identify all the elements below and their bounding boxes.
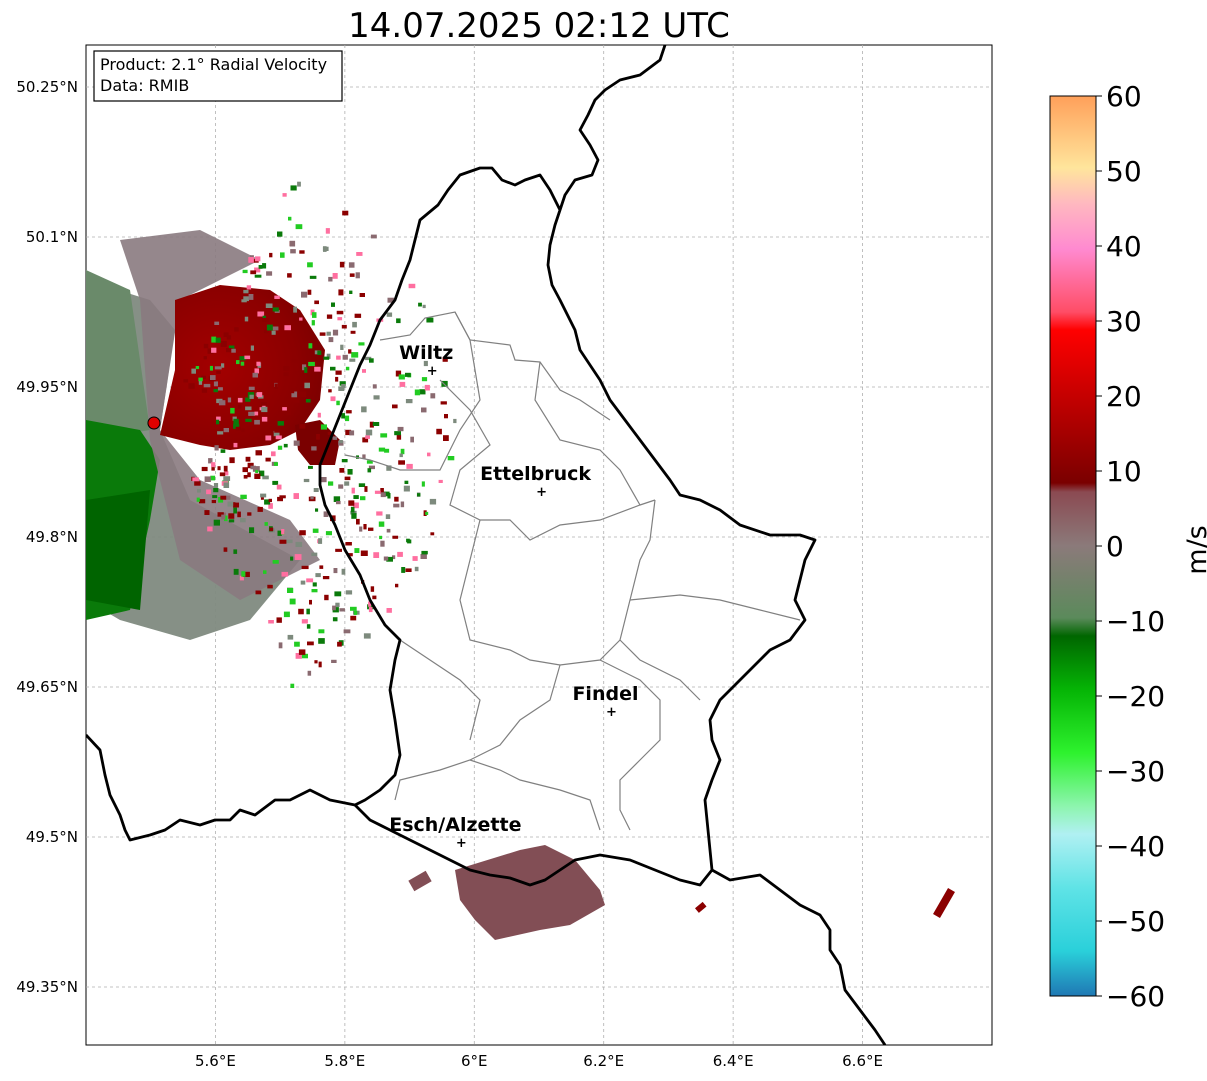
city-name: Findel bbox=[572, 683, 638, 705]
colorbar-tick-label: −40 bbox=[1106, 830, 1165, 863]
city-esch-alzette: Esch/Alzette+ bbox=[389, 814, 521, 851]
longitude-label: 6.2°E bbox=[583, 1052, 624, 1070]
latitude-label: 50.1°N bbox=[26, 228, 78, 246]
info-product: Product: 2.1° Radial Velocity bbox=[100, 55, 327, 74]
city-name: Wiltz bbox=[399, 342, 453, 364]
city-ettelbruck: Ettelbruck+ bbox=[480, 463, 591, 500]
colorbar-tick-label: 30 bbox=[1106, 305, 1142, 338]
colorbar-tick-label: −30 bbox=[1106, 755, 1165, 788]
colorbar-tick-label: 60 bbox=[1106, 80, 1142, 113]
info-data: Data: RMIB bbox=[100, 76, 189, 95]
national-border bbox=[86, 45, 887, 1045]
latitude-label: 49.95°N bbox=[16, 378, 78, 396]
colorbar-tick-label: −20 bbox=[1106, 680, 1165, 713]
colorbar-tick-label: 10 bbox=[1106, 455, 1142, 488]
colorbar-tick-label: 50 bbox=[1106, 155, 1142, 188]
info-box: Product: 2.1° Radial Velocity Data: RMIB bbox=[93, 50, 343, 102]
city-labels: Wiltz+Ettelbruck+Findel+Esch/Alzette+ bbox=[389, 342, 638, 851]
radar-site-marker bbox=[147, 416, 161, 430]
colorbar-gradient bbox=[1049, 95, 1097, 997]
city-findel: Findel+ bbox=[572, 683, 638, 720]
city-marker: + bbox=[606, 705, 617, 720]
latitude-label: 49.8°N bbox=[26, 528, 78, 546]
longitude-label: 6.6°E bbox=[842, 1052, 883, 1070]
colorbar-tick-label: −10 bbox=[1106, 605, 1165, 638]
longitude-label: 5.6°E bbox=[195, 1052, 236, 1070]
canton-boundaries bbox=[344, 311, 801, 831]
latitude-label: 49.35°N bbox=[16, 978, 78, 996]
city-name: Esch/Alzette bbox=[389, 814, 521, 836]
city-marker: + bbox=[427, 364, 438, 379]
map-title: 14.07.2025 02:12 UTC bbox=[348, 6, 730, 46]
longitude-label: 5.8°E bbox=[324, 1052, 365, 1070]
radar-echoes bbox=[86, 181, 955, 940]
colorbar-tick-label: 40 bbox=[1106, 230, 1142, 263]
colorbar-tick-label: 0 bbox=[1106, 530, 1124, 563]
latitude-label: 49.65°N bbox=[16, 678, 78, 696]
city-marker: + bbox=[456, 836, 467, 851]
latitude-labels: 50.25°N 50.1°N 49.95°N 49.8°N 49.65°N 49.5°N 4… bbox=[16, 78, 78, 996]
longitude-label: 6.4°E bbox=[713, 1052, 754, 1070]
longitude-label: 6°E bbox=[461, 1052, 488, 1070]
latitude-label: 49.5°N bbox=[26, 828, 78, 846]
city-marker: + bbox=[536, 485, 547, 500]
colorbar: 60 50 40 30 20 10 0 −10 −20 −30 −40 −50 −60 bbox=[1049, 80, 1165, 1013]
longitude-labels: 5.6°E 5.8°E 6°E 6.2°E 6.4°E 6.6°E bbox=[195, 1052, 883, 1070]
colorbar-tick-label: 20 bbox=[1106, 380, 1142, 413]
city-wiltz: Wiltz+ bbox=[399, 342, 453, 379]
colorbar-tick-label: −50 bbox=[1106, 905, 1165, 938]
latitude-label: 50.25°N bbox=[16, 78, 78, 96]
colorbar-tick-label: −60 bbox=[1106, 980, 1165, 1013]
city-name: Ettelbruck bbox=[480, 463, 591, 485]
colorbar-unit: m/s bbox=[1182, 525, 1207, 575]
